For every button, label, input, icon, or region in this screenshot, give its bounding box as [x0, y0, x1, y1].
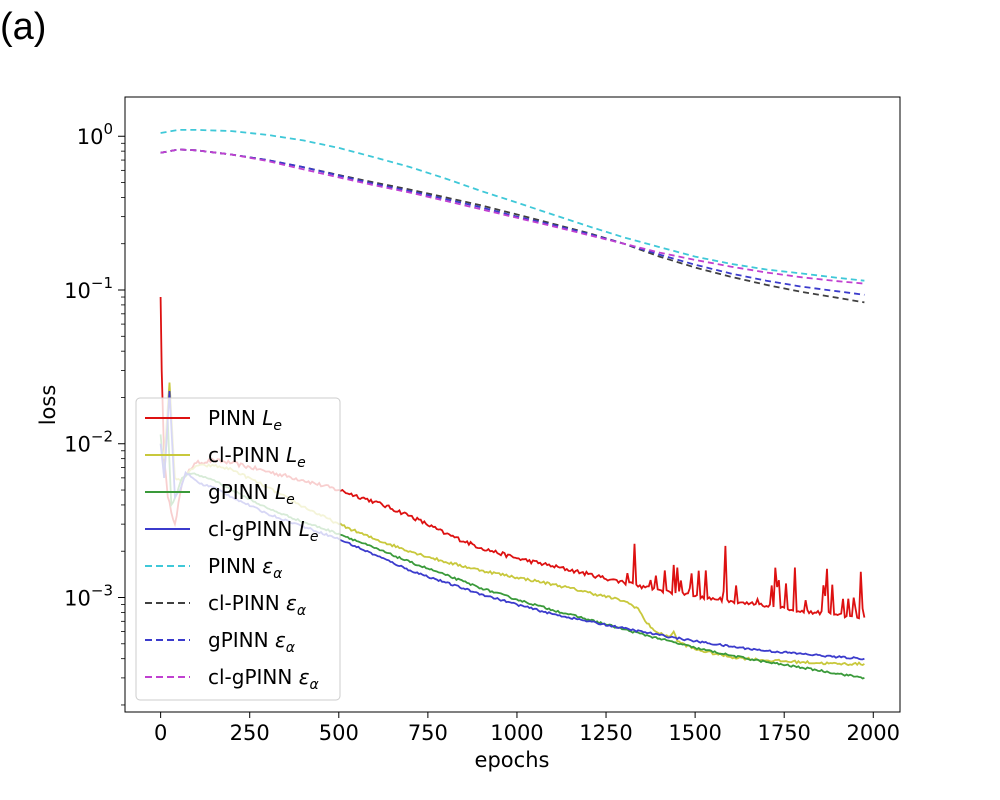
x-tick-label: 1750: [757, 721, 810, 745]
series-line-8: [160, 148, 865, 285]
x-axis-label: epochs: [475, 748, 550, 772]
y-tick-label: 100: [77, 120, 113, 149]
legend-entry-label: PINN εα: [208, 554, 283, 582]
legend-box: [135, 397, 341, 701]
series-line-6: [160, 148, 865, 304]
axes-layer: 0 250 500 750 1000 1250 1500 1750 2000 100 10−1 10−…: [64, 120, 900, 745]
x-tick-label: 0: [154, 721, 167, 745]
y-axis-label: loss: [36, 385, 60, 426]
legend-entry-label: cl-gPINN Le: [208, 517, 318, 545]
legend-entry-label: cl-PINN Le: [208, 443, 306, 471]
series-line-5: [160, 129, 865, 282]
legend-entry-label: PINN Le: [208, 406, 282, 434]
x-tick-label: 250: [230, 721, 270, 745]
x-tick-label: 750: [408, 721, 448, 745]
y-tick-label: 10−3: [64, 581, 113, 610]
x-tick-label: 2000: [847, 721, 900, 745]
x-tick-label: 1500: [668, 721, 721, 745]
legend-entry-label: gPINN Le: [208, 480, 295, 508]
legend-entry-label: gPINN εα: [208, 628, 296, 656]
y-tick-label: 10−1: [64, 274, 113, 303]
plot-area-frame: [124, 96, 901, 713]
y-tick-label: 10−2: [64, 428, 113, 457]
legend-entry-label: cl-PINN εα: [208, 591, 307, 619]
series-line-7: [160, 148, 865, 296]
legend: PINN Le cl-PINN Le gPINN Le cl-gPINN Le PINN…: [135, 397, 341, 701]
panel-label: (a): [0, 6, 47, 48]
x-tick-label: 500: [319, 721, 359, 745]
x-tick-label: 1000: [490, 721, 543, 745]
legend-entry-label: cl-gPINN εα: [208, 665, 320, 693]
x-tick-label: 1250: [579, 721, 632, 745]
